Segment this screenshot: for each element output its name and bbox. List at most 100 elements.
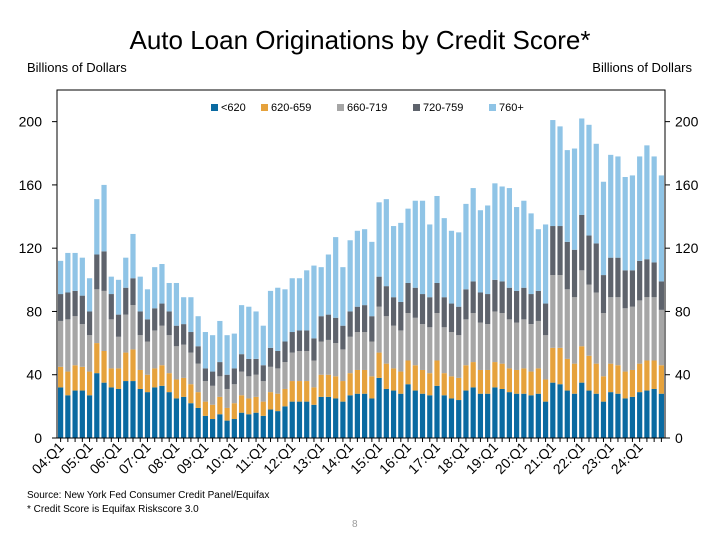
bar-segment-24:Q3-series-2 [651, 297, 657, 361]
bar-segment-12:Q4-series-2 [311, 360, 317, 388]
bar-segment-05:Q1-series-3 [86, 311, 93, 336]
bar-segment-22:Q4-series-3 [600, 275, 607, 314]
bar-segment-14:Q4-series-3 [369, 316, 375, 342]
bar-segment-10:Q2-series-3 [238, 354, 245, 372]
bar-segment-23:Q1-series-2 [608, 297, 614, 364]
bar-segment-17:Q4-series-4 [456, 232, 462, 307]
bar-segment-04:Q3-series-0 [72, 390, 78, 438]
bar-segment-08:Q2-series-3 [181, 324, 187, 345]
bar-segment-16:Q3-series-3 [419, 294, 426, 325]
bar-segment-17:Q3-series-4 [448, 230, 455, 304]
bar-segment-15:Q4-series-3 [398, 301, 404, 331]
bar-segment-08:Q1-series-4 [173, 282, 180, 326]
bar-segment-13:Q1-series-3 [318, 316, 324, 342]
bar-segment-12:Q2-series-0 [296, 401, 303, 438]
bar-segment-21:Q4-series-3 [571, 249, 578, 298]
bar-segment-16:Q4-series-1 [427, 373, 433, 396]
bar-segment-09:Q4-series-1 [224, 407, 230, 421]
bar-segment-18:Q2-series-2 [470, 313, 476, 363]
bar-segment-22:Q2-series-2 [586, 284, 592, 356]
y-tick-label-right: 120 [675, 240, 699, 256]
bar-segment-05:Q1-series-2 [86, 335, 93, 372]
bar-segment-09:Q2-series-3 [210, 371, 216, 386]
bar-segment-24:Q1-series-4 [637, 156, 643, 261]
bar-segment-11:Q4-series-2 [282, 362, 288, 389]
bar-segment-10:Q4-series-0 [253, 412, 259, 438]
bar-segment-10:Q3-series-0 [246, 414, 252, 438]
bar-segment-18:Q4-series-3 [485, 294, 491, 325]
bar-segment-09:Q4-series-4 [224, 335, 230, 375]
bar-segment-23:Q2-series-3 [615, 257, 621, 298]
bar-segment-19:Q2-series-1 [499, 363, 505, 389]
bar-segment-11:Q4-series-4 [282, 289, 288, 342]
bar-segment-22:Q4-series-0 [600, 401, 607, 438]
y-tick-label-left: 0 [34, 430, 42, 446]
bar-segment-12:Q3-series-4 [304, 270, 310, 331]
bar-segment-24:Q3-series-1 [651, 360, 657, 389]
bar-segment-23:Q2-series-4 [615, 156, 621, 258]
bar-segment-07:Q3-series-0 [159, 385, 165, 438]
bar-segment-05:Q2-series-2 [94, 289, 100, 344]
bar-segment-09:Q1-series-0 [202, 415, 208, 438]
bar-segment-22:Q3-series-3 [593, 243, 599, 293]
bar-segment-12:Q4-series-0 [311, 404, 317, 438]
x-tick-label: 20:Q1 [492, 439, 530, 477]
bar-segment-06:Q4-series-0 [137, 388, 143, 438]
x-tick-label: 16:Q1 [376, 439, 414, 477]
bar-segment-13:Q2-series-3 [325, 314, 332, 340]
bar-segment-07:Q4-series-2 [166, 335, 172, 374]
bar-segment-06:Q1-series-4 [115, 279, 122, 315]
bar-segment-20:Q4-series-2 [542, 335, 549, 380]
bar-segment-20:Q4-series-1 [542, 379, 549, 402]
bar-segment-11:Q4-series-3 [282, 341, 288, 363]
bar-segment-17:Q4-series-2 [456, 335, 462, 378]
bar-segment-20:Q2-series-2 [528, 324, 534, 372]
bar-segment-13:Q1-series-1 [318, 374, 324, 397]
bar-segment-04:Q4-series-2 [79, 324, 85, 367]
bar-segment-19:Q4-series-3 [514, 290, 520, 323]
bar-segment-13:Q3-series-3 [333, 317, 339, 344]
bar-segment-08:Q1-series-3 [173, 325, 180, 347]
bar-segment-09:Q1-series-1 [202, 401, 208, 416]
bar-segment-21:Q3-series-1 [564, 358, 570, 391]
bar-segment-13:Q4-series-4 [340, 267, 346, 326]
bar-segment-13:Q3-series-1 [333, 376, 339, 399]
bar-segment-04:Q1-series-3 [58, 294, 64, 321]
bar-segment-19:Q3-series-3 [506, 287, 512, 320]
bar-segment-04:Q3-series-4 [72, 252, 78, 291]
bar-segment-19:Q3-series-1 [506, 368, 512, 393]
bar-segment-05:Q3-series-4 [101, 184, 107, 252]
bar-segment-12:Q3-series-2 [304, 351, 310, 382]
bar-segment-16:Q2-series-2 [412, 317, 418, 366]
bar-segment-20:Q3-series-2 [535, 320, 541, 369]
bar-segment-05:Q1-series-0 [86, 395, 93, 438]
bar-segment-10:Q3-series-2 [246, 376, 252, 399]
bar-segment-11:Q3-series-1 [275, 393, 281, 412]
bar-segment-10:Q1-series-4 [231, 333, 237, 369]
bar-segment-22:Q3-series-4 [593, 143, 599, 244]
bar-segment-04:Q2-series-2 [65, 319, 71, 372]
x-tick-label: 06:Q1 [86, 439, 124, 477]
bar-segment-17:Q4-series-3 [456, 306, 462, 336]
bar-segment-20:Q4-series-3 [542, 303, 549, 336]
bar-segment-12:Q3-series-3 [304, 330, 310, 351]
bar-segment-17:Q4-series-1 [456, 377, 462, 401]
bar-segment-16:Q3-series-0 [419, 393, 426, 438]
bar-segment-21:Q1-series-2 [550, 275, 556, 348]
bar-segment-12:Q4-series-1 [311, 387, 317, 405]
bar-segment-22:Q3-series-2 [593, 292, 599, 364]
bar-segment-14:Q3-series-0 [362, 393, 368, 438]
bar-segment-16:Q1-series-3 [405, 282, 411, 314]
bar-segment-20:Q3-series-1 [535, 368, 541, 394]
legend-swatch-series-1 [261, 104, 268, 111]
bar-segment-08:Q2-series-0 [181, 396, 187, 438]
bar-segment-16:Q1-series-1 [405, 360, 411, 385]
bar-segment-06:Q3-series-2 [130, 305, 136, 350]
bar-segment-11:Q2-series-3 [267, 347, 274, 367]
bar-segment-24:Q1-series-3 [637, 260, 643, 301]
y-tick-label-left: 120 [19, 240, 43, 256]
bar-segment-24:Q4-series-0 [658, 393, 664, 438]
bar-segment-22:Q4-series-1 [600, 376, 607, 402]
bar-segment-16:Q1-series-2 [405, 313, 411, 361]
bar-segment-13:Q4-series-1 [340, 381, 346, 402]
